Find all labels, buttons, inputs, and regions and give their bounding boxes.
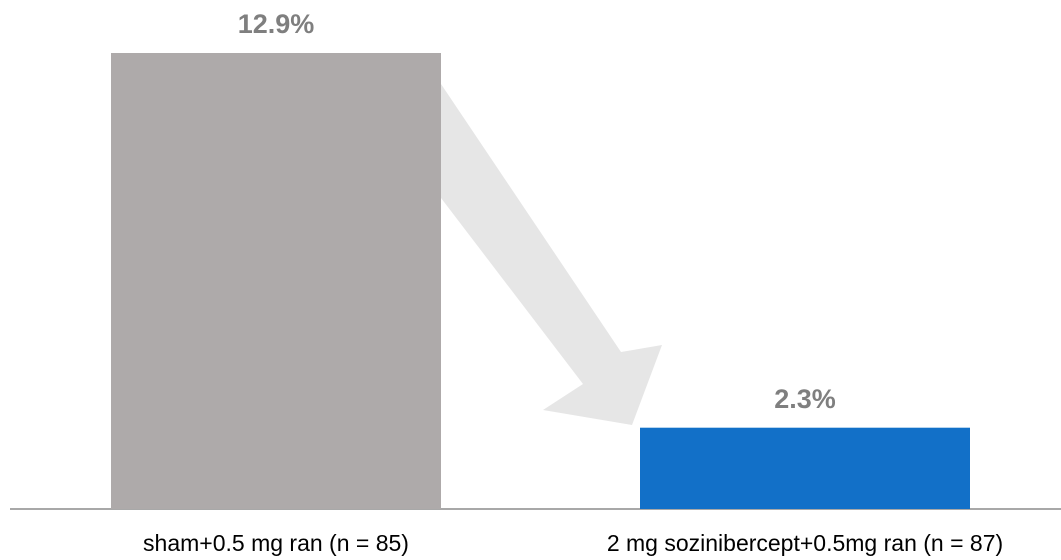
value-label: 12.9% [238, 9, 315, 39]
trend-arrow [441, 84, 662, 425]
category-label: sham+0.5 mg ran (n = 85) [143, 530, 409, 556]
category-label: 2 mg sozinibercept+0.5mg ran (n = 87) [607, 530, 1003, 556]
value-label: 2.3% [774, 384, 836, 414]
bar [111, 53, 441, 509]
bar [640, 427, 970, 509]
